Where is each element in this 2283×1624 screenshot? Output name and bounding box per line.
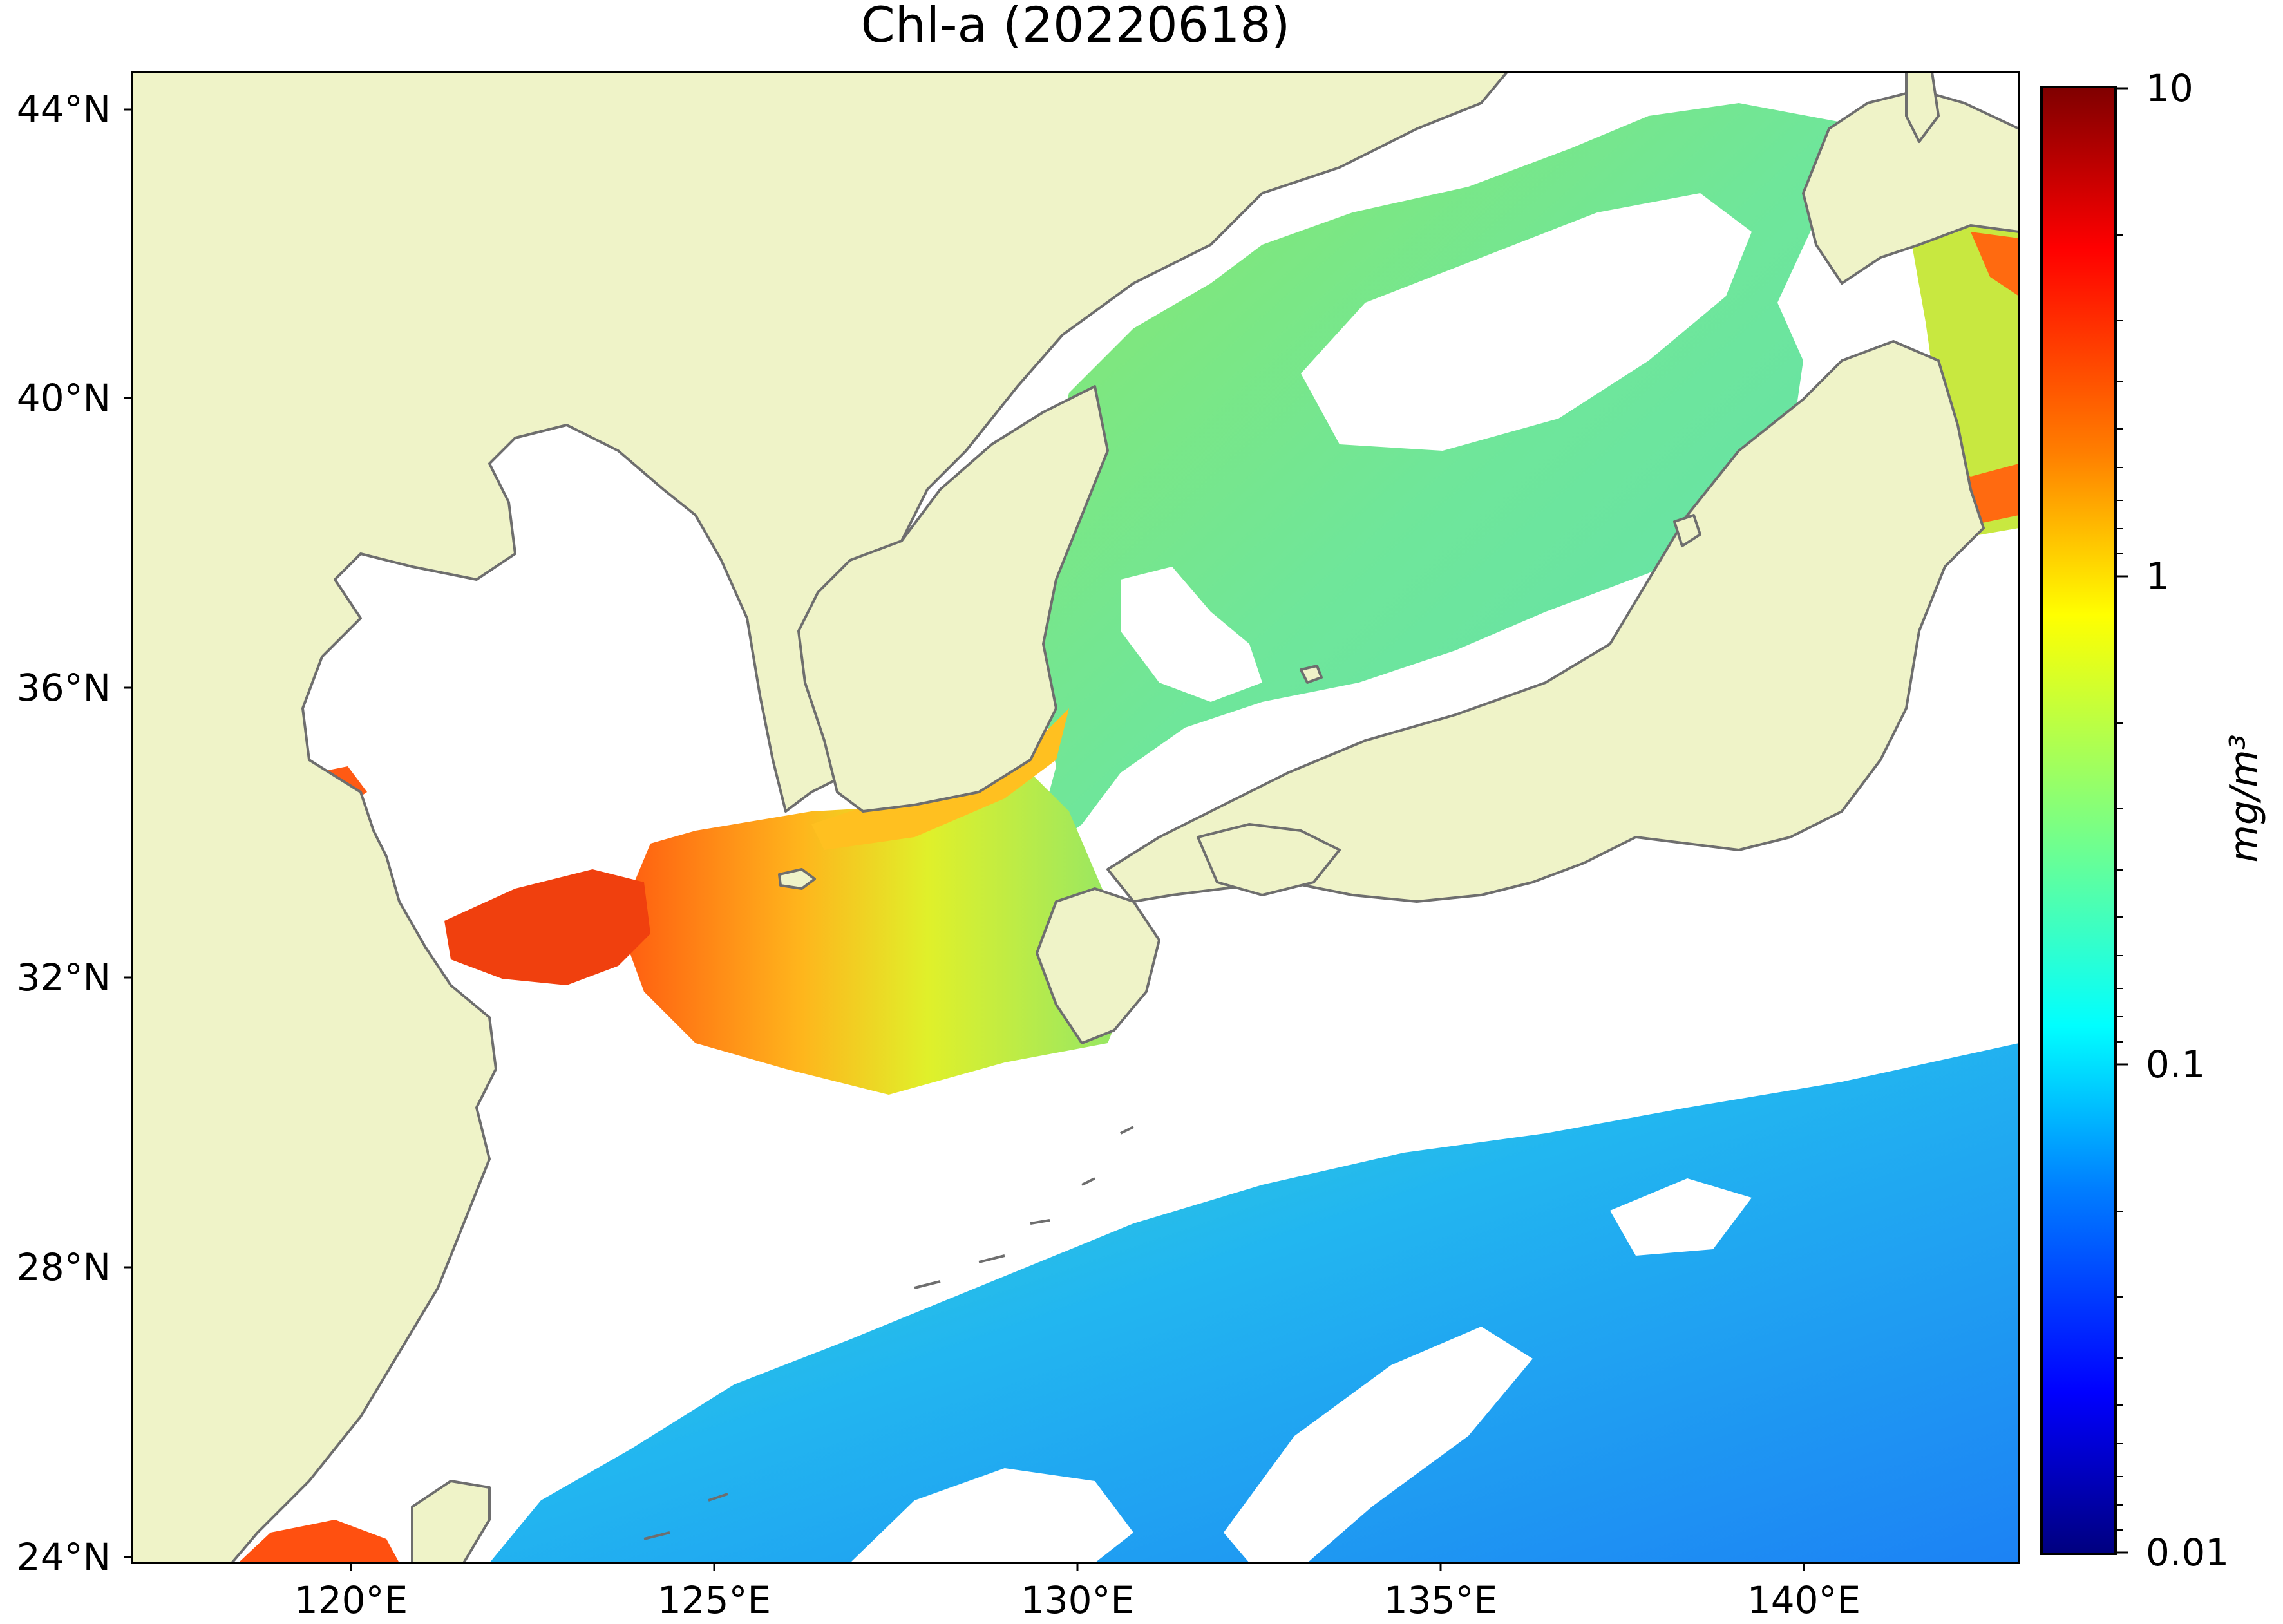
colorbar-major-ticks <box>2116 87 2128 1554</box>
land-sado <box>1673 514 1701 547</box>
land-oki <box>1300 665 1323 684</box>
chl-field-taiwan-strait <box>238 1520 399 1563</box>
chl-field-south <box>489 1043 2019 1563</box>
lat-tick-label: 28°N <box>17 1245 111 1289</box>
lon-tick-label: 120°E <box>294 1578 408 1622</box>
land-jeju <box>778 868 816 890</box>
lon-ticks: 120°E 125°E 130°E 135°E 140°E <box>294 1563 1861 1622</box>
chl-field-east-china-sea <box>618 773 1133 1095</box>
cloud-gap-south <box>850 1468 1133 1563</box>
lon-tick-label: 130°E <box>1021 1578 1134 1622</box>
lon-tick-label: 125°E <box>658 1578 771 1622</box>
lat-tick-label: 44°N <box>17 88 111 131</box>
coastline-ryukyu <box>643 1126 1134 1540</box>
lat-tick-label: 36°N <box>17 666 111 710</box>
cloud-gap-sea-of-japan <box>1301 193 1752 451</box>
colorbar-unit-label: mg/m³ <box>2222 734 2267 862</box>
colorbar-tick-label: 0.1 <box>2146 1043 2205 1086</box>
lat-tick-label: 40°N <box>17 376 111 420</box>
land-japan-honshu <box>1106 340 1985 903</box>
colorbar-tick-label: 10 <box>2146 66 2193 110</box>
colorbar-tick-label: 0.01 <box>2146 1531 2229 1574</box>
colorbar: 10 1 0.1 0.01 mg/m³ <box>2040 66 2267 1574</box>
colorbar-minor-ticks <box>2116 234 2123 1531</box>
cloud-gap-korea-coast <box>1121 567 1262 702</box>
map-frame <box>131 71 2020 1564</box>
chl-field-yangtze-plume <box>444 869 650 985</box>
map-title: Chl-a (20220618) <box>861 0 1291 53</box>
land-kyushu <box>1036 887 1160 1044</box>
lon-tick-label: 140°E <box>1747 1578 1861 1622</box>
colorbar-gradient <box>2040 86 2117 1555</box>
land-taiwan <box>411 1480 491 1563</box>
map-panel <box>132 72 2019 1563</box>
land-asian-mainland <box>132 72 1508 1563</box>
colorbar-tick-label: 1 <box>2146 554 2170 598</box>
lat-tick-label: 24°N <box>17 1535 111 1579</box>
lat-tick-label: 32°N <box>17 956 111 999</box>
land-shikoku <box>1197 823 1341 896</box>
land-sakhalin <box>1905 72 1940 143</box>
lon-tick-label: 135°E <box>1384 1578 1497 1622</box>
chl-field-northeast-red <box>1932 232 2019 528</box>
cloud-gap-south-2 <box>1224 1327 1533 1563</box>
chl-field-korea-strait <box>811 708 1069 850</box>
lat-ticks: 44°N 40°N 36°N 32°N 28°N 24°N <box>17 88 132 1579</box>
cloud-gap-south-3 <box>1610 1178 1752 1256</box>
land-korea <box>797 385 1109 813</box>
